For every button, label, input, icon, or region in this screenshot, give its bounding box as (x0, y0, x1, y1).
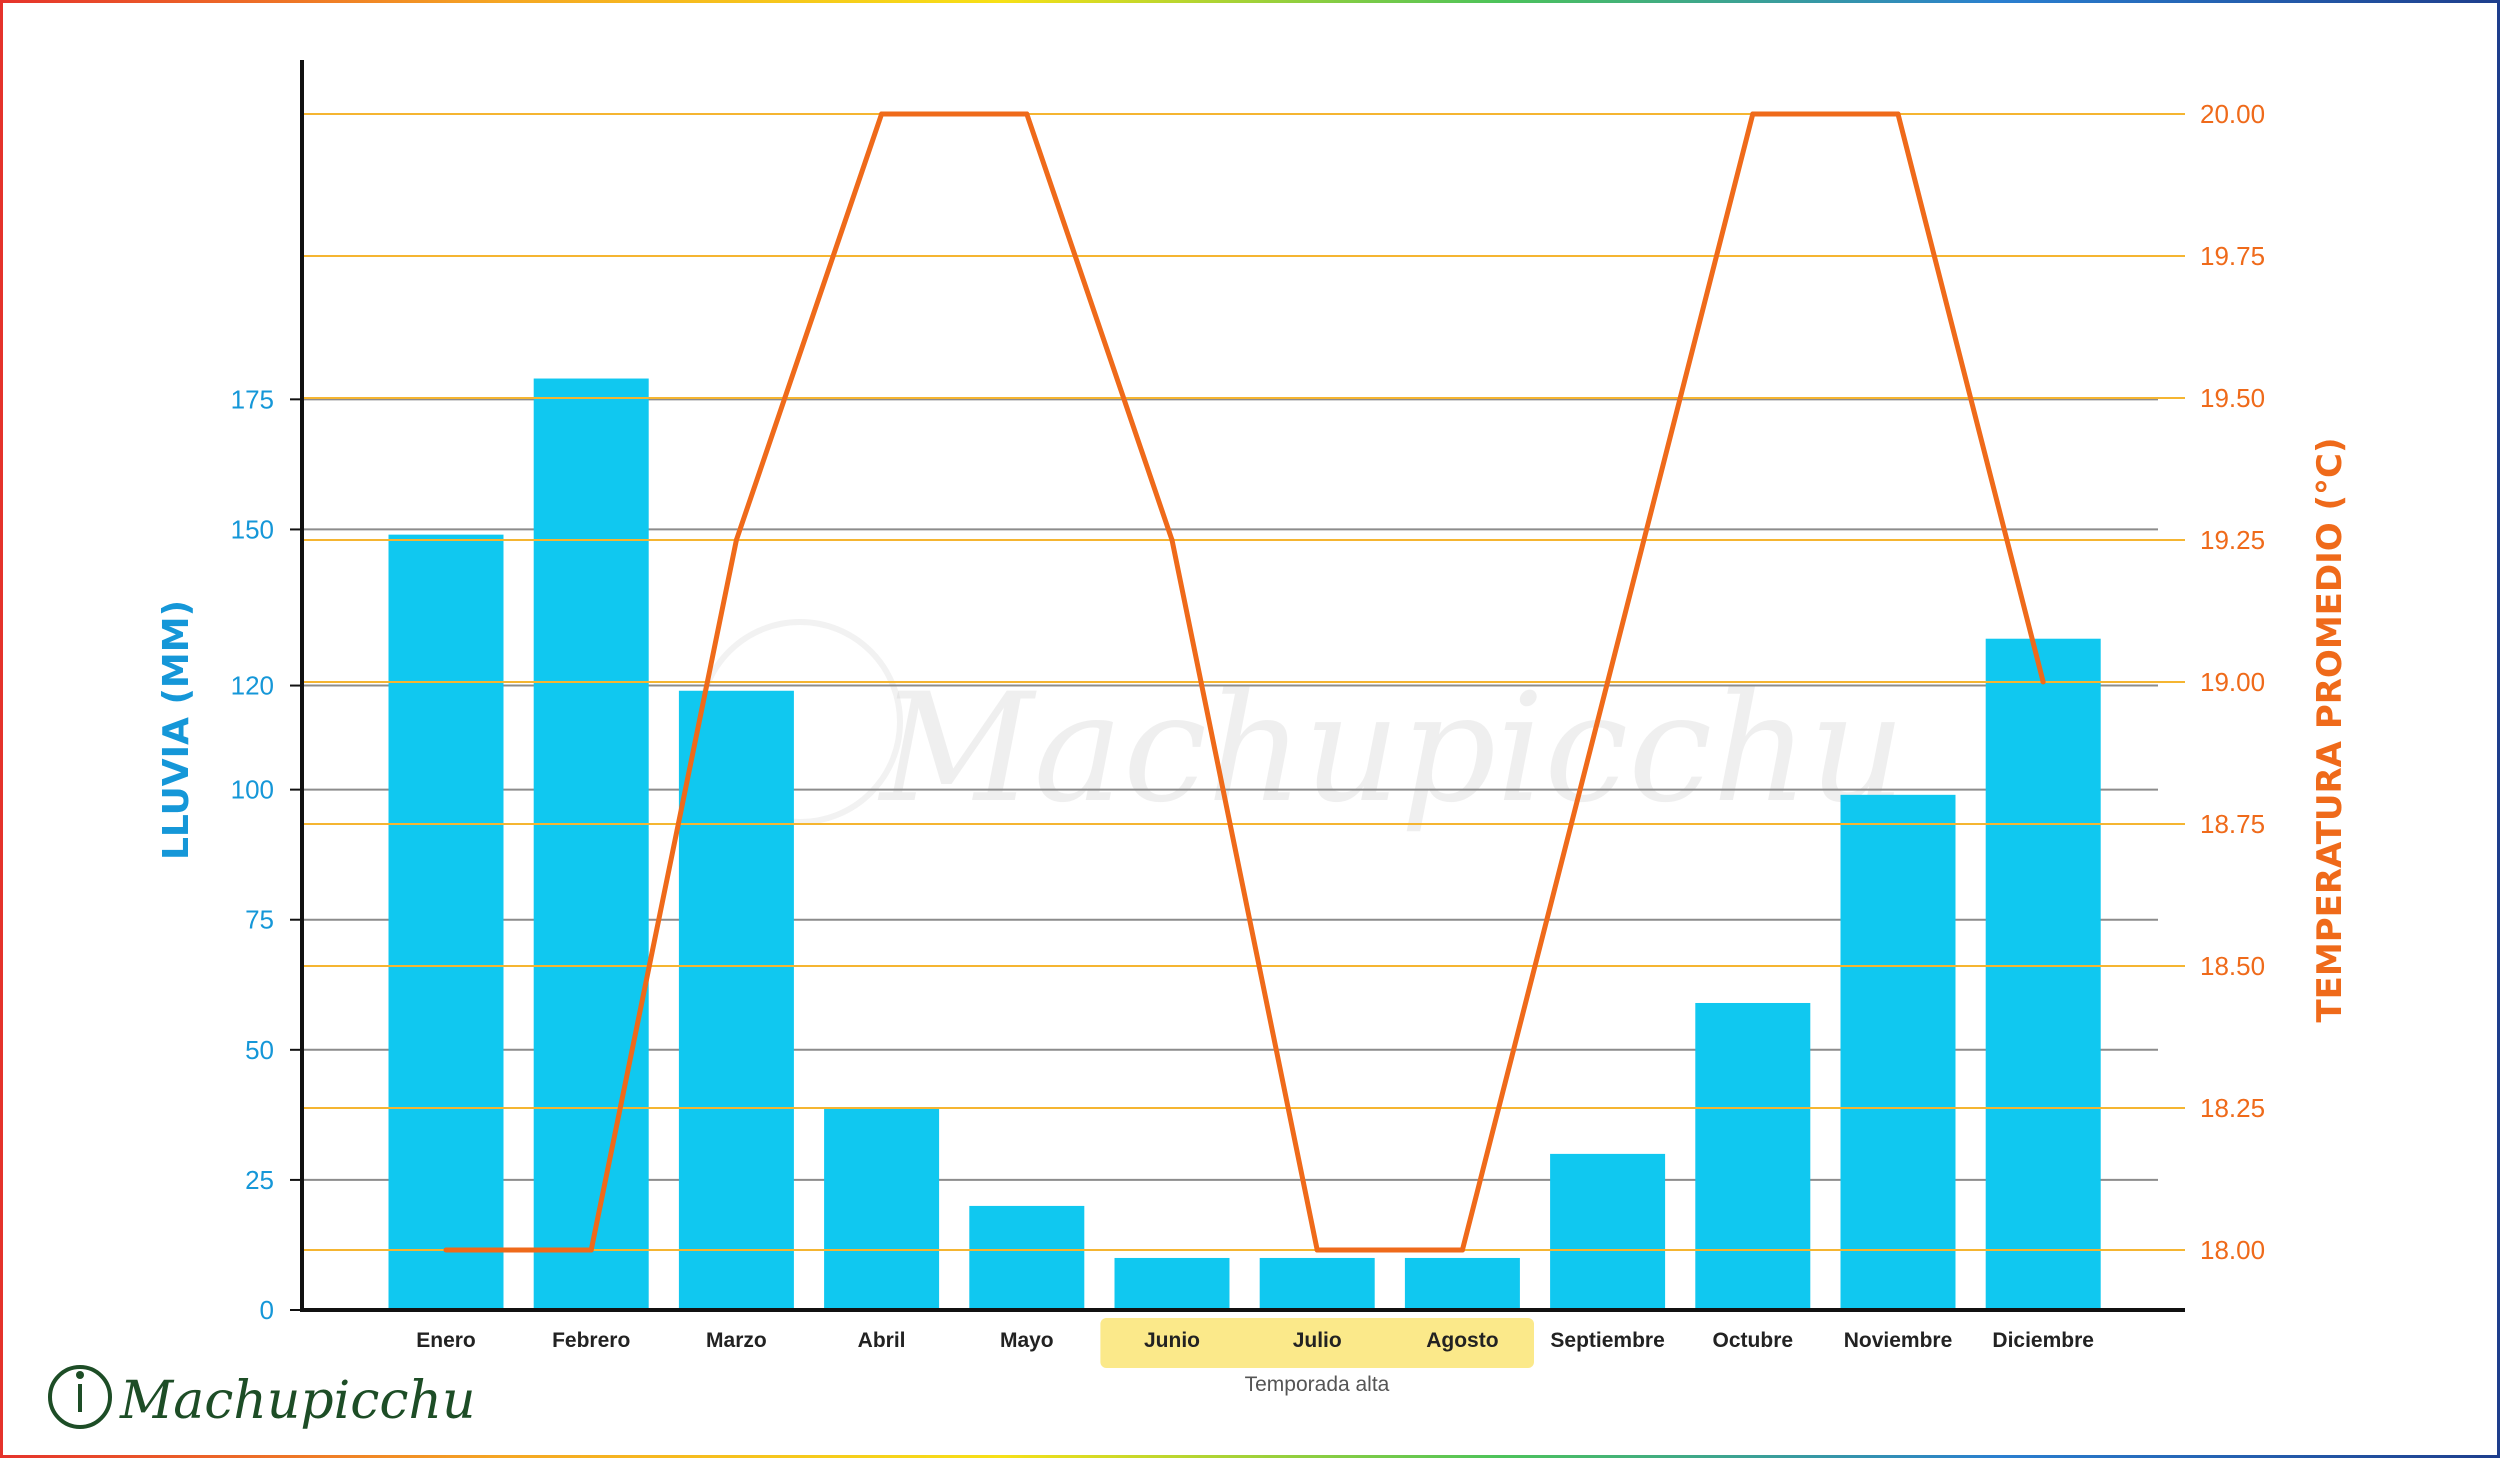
temperature-point-marzo (733, 537, 739, 543)
tick-label-left: 0 (260, 1295, 274, 1325)
tick-label-left: 150 (231, 514, 274, 544)
category-label: Junio (1144, 1329, 1200, 1352)
bar-agosto (1404, 1257, 1520, 1310)
temperature-point-mayo (1024, 111, 1030, 117)
temperature-point-septiembre (1605, 679, 1611, 685)
tick-label-right: 19.00 (2200, 667, 2265, 697)
tick-label-right: 19.25 (2200, 525, 2265, 555)
tick-label-right: 18.25 (2200, 1093, 2265, 1123)
temperature-line (446, 111, 2046, 1253)
watermark-text: Machupicchu (877, 662, 1905, 836)
category-label: Octubre (1713, 1329, 1794, 1352)
category-label: Marzo (706, 1329, 767, 1352)
tick-label-right: 18.00 (2200, 1235, 2265, 1265)
tick-label-right: 18.50 (2200, 951, 2265, 981)
category-label: Diciembre (1992, 1329, 2094, 1352)
temperature-point-octubre (1750, 111, 1756, 117)
temperature-point-julio (1314, 1247, 1320, 1253)
temperature-point-abril (879, 111, 885, 117)
temperature-point-febrero (588, 1247, 594, 1253)
tick-label-left: 50 (245, 1035, 274, 1065)
bar-marzo (678, 690, 794, 1310)
category-label: Enero (416, 1329, 476, 1352)
logo-text: Machupicchu (119, 1371, 476, 1431)
tick-label-left: 175 (231, 384, 274, 414)
bar-enero (388, 534, 504, 1310)
watermark: Machupicchu (697, 619, 1905, 836)
bar-septiembre (1550, 1153, 1666, 1310)
tick-label-left: 75 (245, 905, 274, 935)
tick-label-right: 19.50 (2200, 383, 2265, 413)
logo: Machupicchu (48, 1365, 476, 1431)
bar-abril (824, 1107, 940, 1310)
season-label: Temporada alta (1245, 1373, 1390, 1396)
category-label: Febrero (552, 1329, 630, 1352)
tick-label-left: 100 (231, 775, 274, 805)
season-highlight (1100, 1318, 1534, 1368)
tick-label-left: 120 (231, 671, 274, 701)
bar-octubre (1695, 1002, 1811, 1310)
left-axis-title: LLUVIA (MM) (156, 600, 197, 860)
category-label: Abril (858, 1329, 906, 1352)
category-label: Noviembre (1844, 1329, 1953, 1352)
bar-febrero (533, 378, 649, 1311)
category-label: Agosto (1426, 1329, 1498, 1352)
temperature-point-noviembre (1895, 111, 1901, 117)
right-axis-title: TEMPERATURA PROMEDIO (°C) (2310, 437, 2350, 1022)
category-label: Julio (1293, 1329, 1342, 1352)
bar-mayo (969, 1205, 1085, 1310)
temperature-point-agosto (1459, 1247, 1465, 1253)
temperature-point-enero (443, 1247, 449, 1253)
tick-label-left: 25 (245, 1165, 274, 1195)
tick-label-right: 19.75 (2200, 241, 2265, 271)
bar-diciembre (1985, 638, 2101, 1310)
bar-junio (1114, 1257, 1230, 1310)
bar-noviembre (1840, 794, 1956, 1310)
bar-julio (1259, 1257, 1375, 1310)
temperature-point-diciembre (2040, 679, 2046, 685)
category-label: Mayo (1000, 1329, 1054, 1352)
category-label: Septiembre (1550, 1329, 1664, 1352)
tick-label-right: 20.00 (2200, 99, 2265, 129)
tick-label-right: 18.75 (2200, 809, 2265, 839)
temperature-point-junio (1169, 537, 1175, 543)
